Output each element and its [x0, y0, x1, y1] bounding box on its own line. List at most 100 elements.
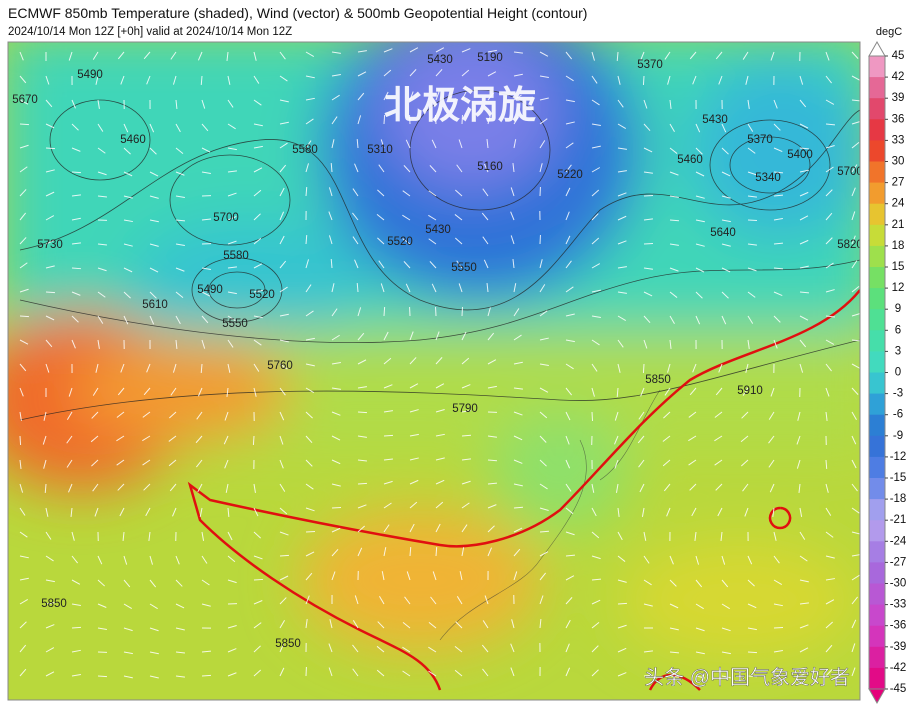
- wind-arrow: [617, 170, 627, 173]
- wind-arrow: [429, 165, 437, 173]
- wind-arrow: [227, 507, 230, 518]
- wind-arrow: [799, 291, 810, 294]
- wind-arrow: [305, 337, 315, 341]
- wind-arrow: [279, 339, 289, 343]
- wind-arrow: [513, 51, 523, 54]
- wind-arrow: [19, 51, 24, 61]
- wind-arrow: [539, 507, 549, 511]
- wind-arrow: [227, 170, 237, 173]
- wind-arrow: [253, 189, 262, 197]
- wind-arrow: [279, 554, 290, 557]
- wind-arrow: [305, 530, 316, 533]
- wind-arrow: [591, 51, 595, 61]
- wind-arrow: [482, 188, 489, 197]
- wind-arrow: [279, 211, 285, 221]
- wind-arrow: [513, 73, 523, 77]
- wind-arrow: [279, 51, 286, 60]
- wind-arrow: [305, 234, 308, 245]
- colorbar-tick-label: -15: [890, 472, 907, 484]
- wind-arrow: [71, 531, 75, 541]
- wind-arrow: [669, 219, 680, 222]
- wind-arrow: [591, 99, 600, 106]
- wind-arrow: [383, 547, 387, 557]
- wind-arrow: [142, 435, 151, 442]
- wind-arrow: [692, 75, 697, 85]
- wind-arrow: [71, 291, 81, 296]
- wind-arrow: [747, 123, 754, 132]
- wind-arrow: [354, 259, 359, 269]
- wind-arrow: [669, 123, 675, 133]
- wind-arrow: [714, 411, 723, 418]
- wind-arrow: [253, 289, 263, 293]
- wind-arrow: [747, 195, 757, 198]
- wind-arrow: [279, 507, 288, 515]
- wind-arrow: [328, 211, 333, 221]
- wind-arrow: [721, 147, 729, 155]
- wind-arrow: [409, 409, 419, 413]
- wind-arrow: [773, 171, 784, 174]
- wind-arrow: [799, 624, 809, 629]
- wind-arrow: [19, 555, 29, 559]
- colorbar-segment: [869, 119, 885, 141]
- wind-arrow: [747, 603, 757, 609]
- wind-arrow: [851, 164, 858, 173]
- wind-arrow: [97, 603, 107, 608]
- colorbar-segment: [869, 499, 885, 521]
- wind-arrow: [614, 411, 619, 421]
- wind-arrow: [279, 121, 289, 125]
- wind-arrow: [305, 363, 315, 367]
- colorbar-segment: [869, 541, 885, 563]
- wind-arrow: [71, 339, 76, 349]
- wind-arrow: [97, 99, 100, 109]
- wind-arrow: [357, 386, 367, 389]
- wind-arrow: [773, 123, 781, 131]
- colorbar-tick-label: 15: [892, 261, 905, 273]
- wind-arrow: [409, 457, 419, 461]
- wind-arrow: [617, 75, 621, 85]
- wind-arrow: [483, 259, 489, 269]
- wind-arrow: [331, 362, 341, 365]
- wind-arrow: [662, 435, 671, 442]
- wind-arrow: [591, 622, 600, 629]
- colorbar-unit: degC: [876, 26, 902, 38]
- wind-arrow: [201, 579, 210, 586]
- wind-arrow: [149, 219, 159, 223]
- wind-arrow: [435, 457, 445, 461]
- wind-arrow: [253, 622, 262, 629]
- wind-arrow: [123, 579, 131, 588]
- wind-arrow: [45, 215, 55, 221]
- wind-arrow: [435, 69, 443, 77]
- wind-arrow: [747, 579, 755, 587]
- wind-arrow: [714, 459, 723, 466]
- wind-arrow: [435, 383, 445, 389]
- wind-arrow: [773, 555, 780, 564]
- wind-arrow: [201, 650, 212, 653]
- wind-arrow: [770, 387, 775, 397]
- colorbar-tick-label: -36: [890, 620, 907, 632]
- colorbar-segment: [869, 520, 885, 542]
- colorbar-segment: [869, 393, 885, 416]
- wind-arrow: [383, 410, 393, 413]
- colorbar-tick-label: 3: [895, 345, 901, 357]
- wind-arrow: [331, 571, 336, 581]
- wind-arrow: [356, 138, 359, 149]
- colorbar-tick-label: 9: [895, 303, 901, 315]
- wind-arrow: [565, 142, 574, 149]
- wind-arrow: [643, 555, 650, 564]
- wind-arrow: [565, 411, 571, 421]
- wind-arrow: [825, 621, 834, 629]
- wind-arrow: [43, 459, 47, 469]
- wind-arrow: [591, 75, 598, 84]
- wind-arrow: [773, 194, 784, 197]
- wind-arrow: [402, 670, 411, 677]
- wind-arrow: [825, 289, 835, 293]
- wind-arrow: [200, 363, 203, 374]
- wind-arrow: [773, 650, 783, 653]
- wind-arrow: [143, 387, 151, 396]
- wind-arrow: [117, 483, 125, 491]
- wind-arrow: [695, 603, 704, 610]
- wind-arrow: [402, 190, 411, 197]
- wind-arrow: [253, 51, 257, 61]
- wind-arrow: [224, 411, 229, 421]
- wind-arrow: [305, 75, 315, 79]
